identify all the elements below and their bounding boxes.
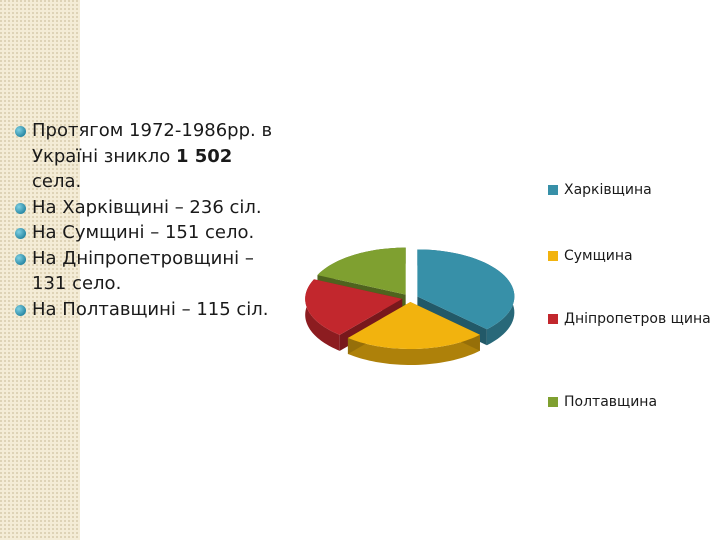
pie-slice-top (305, 279, 403, 335)
bullet-dot-icon (15, 126, 26, 137)
bullet-bold-number: 1 502 (175, 145, 233, 167)
bullet-item: На Полтавщині – 115 сіл. (12, 297, 287, 323)
bullet-item: На Харківщині – 236 сіл. (12, 195, 287, 221)
legend-label: Харківщина (564, 182, 652, 198)
bullet-text: На Дніпропетровщині – 131 село. (32, 247, 254, 295)
legend-swatch-icon (548, 397, 558, 407)
bullet-item: Протягом 1972-1986рр. в Україні зникло 1… (12, 118, 287, 195)
legend-swatch-icon (548, 185, 558, 195)
bullet-text-end: села. (32, 171, 82, 192)
bullet-text: На Харківщині – 236 сіл. (32, 196, 262, 218)
legend-label: Полтавщина (564, 394, 658, 410)
pie-slice-side (347, 334, 480, 365)
legend-label: Дніпропетров щина (564, 311, 711, 327)
bullet-dot-icon (15, 228, 26, 239)
bullet-text: На Сумщині – 151 село. (32, 222, 255, 243)
bullet-item: На Сумщині – 151 село. (12, 220, 287, 246)
pie-chart (305, 247, 515, 365)
bullet-dot-icon (15, 202, 26, 214)
bullet-text: На Полтавщині – 115 сіл. (32, 298, 269, 320)
legend-swatch-icon (548, 251, 558, 261)
legend-label: Сумщина (564, 248, 633, 264)
legend-item: Дніпропетров щина (548, 310, 718, 328)
legend-item: Сумщина (548, 247, 718, 265)
legend-item: Полтавщина (548, 393, 718, 411)
decorative-side-strip (0, 0, 80, 540)
bullet-dot-icon (15, 304, 26, 316)
bullet-dot-icon (15, 253, 26, 265)
pie-slice-top (347, 301, 480, 349)
bullet-item: На Дніпропетровщині – 131 село. (12, 246, 287, 297)
pie-slice-top (417, 249, 515, 330)
pie-slice-side (305, 279, 340, 351)
bullet-list: Протягом 1972-1986рр. в Україні зникло 1… (12, 118, 287, 322)
pie-slice-top (317, 247, 406, 295)
pie-slice-2 (347, 301, 480, 365)
bullet-text: Протягом 1972-1986рр. в Україні зникло (32, 120, 273, 167)
legend-item: Харківщина (548, 181, 718, 199)
legend-swatch-icon (548, 314, 558, 324)
